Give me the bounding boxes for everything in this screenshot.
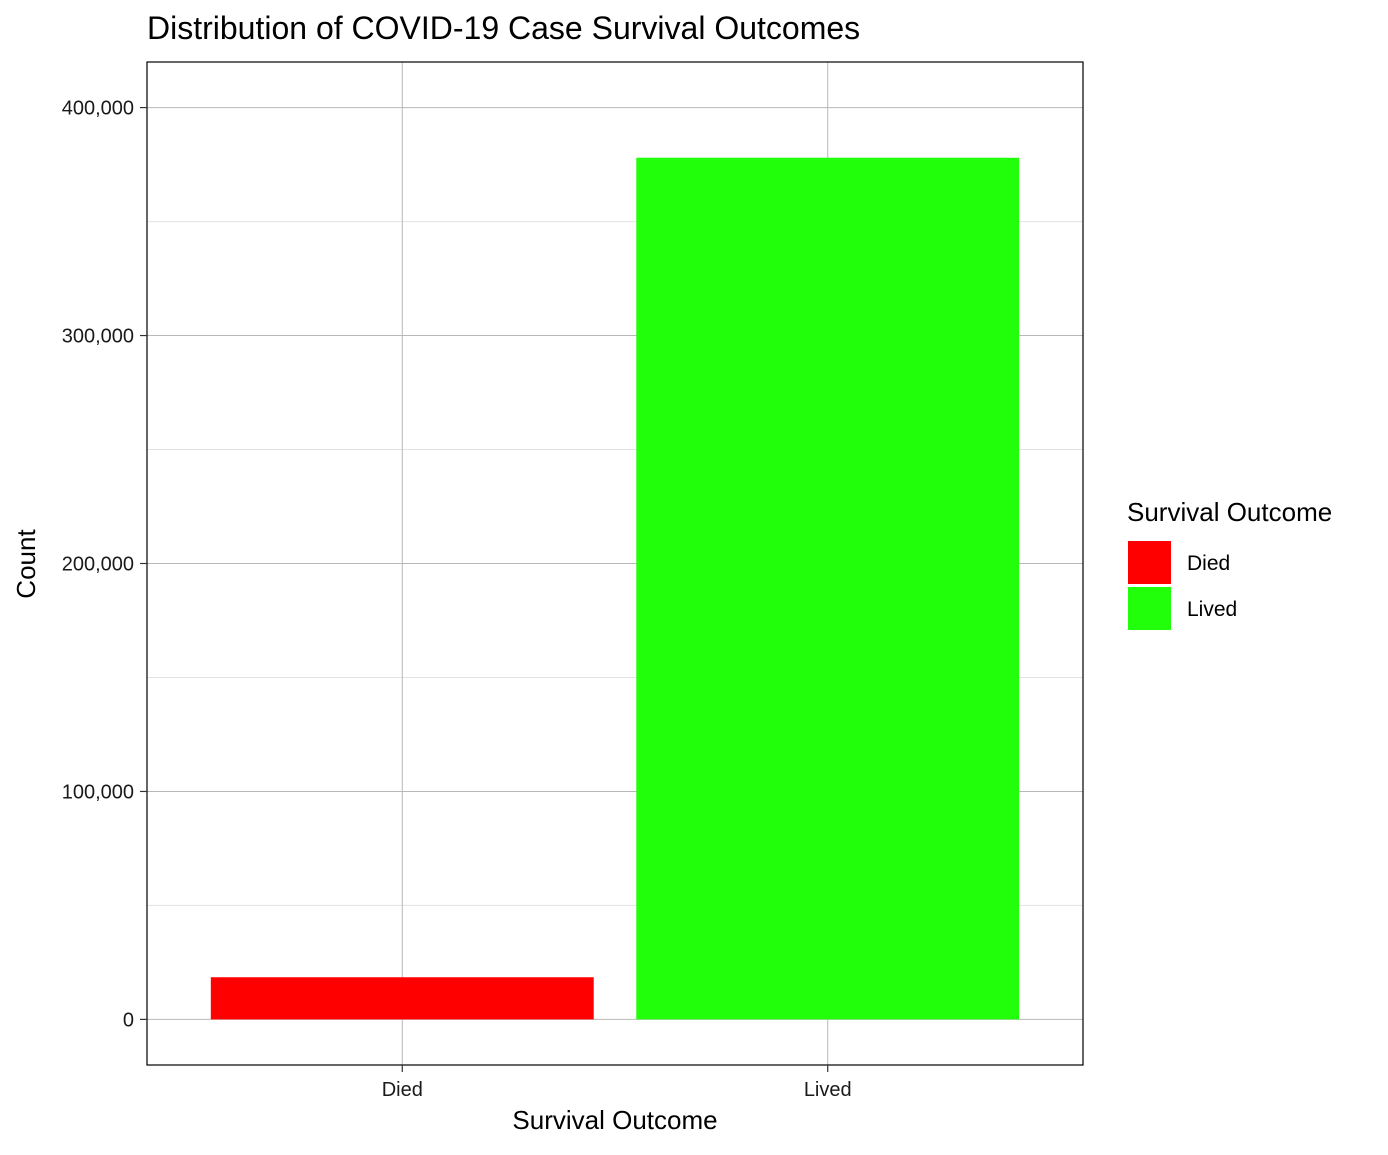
bar-lived (636, 157, 1020, 1020)
legend-title: Survival Outcome (1127, 497, 1332, 527)
legend-label-lived: Lived (1187, 598, 1237, 621)
x-tick-label: Died (382, 1079, 423, 1101)
y-tick-label: 300,000 (62, 326, 134, 348)
legend-label-died: Died (1187, 552, 1230, 575)
axes: 0 100,000 200,000 300,000 400,000 Died Lived (62, 98, 852, 1101)
legend-key-lived (1128, 587, 1171, 630)
y-tick-label: 400,000 (62, 98, 134, 120)
y-tick-label: 200,000 (62, 554, 134, 576)
x-axis-title: Survival Outcome (512, 1105, 717, 1135)
legend: Survival Outcome Died Lived (1127, 497, 1332, 630)
y-tick-label: 100,000 (62, 781, 134, 803)
legend-key-died (1128, 541, 1171, 584)
chart-title: Distribution of COVID-19 Case Survival O… (147, 10, 860, 46)
y-axis-title: Count (11, 529, 41, 599)
x-tick-label: Lived (804, 1079, 852, 1101)
bar-died (210, 977, 594, 1020)
bars (210, 157, 1020, 1020)
legend-items: Died Lived (1128, 541, 1237, 630)
y-tick-label: 0 (123, 1009, 134, 1031)
